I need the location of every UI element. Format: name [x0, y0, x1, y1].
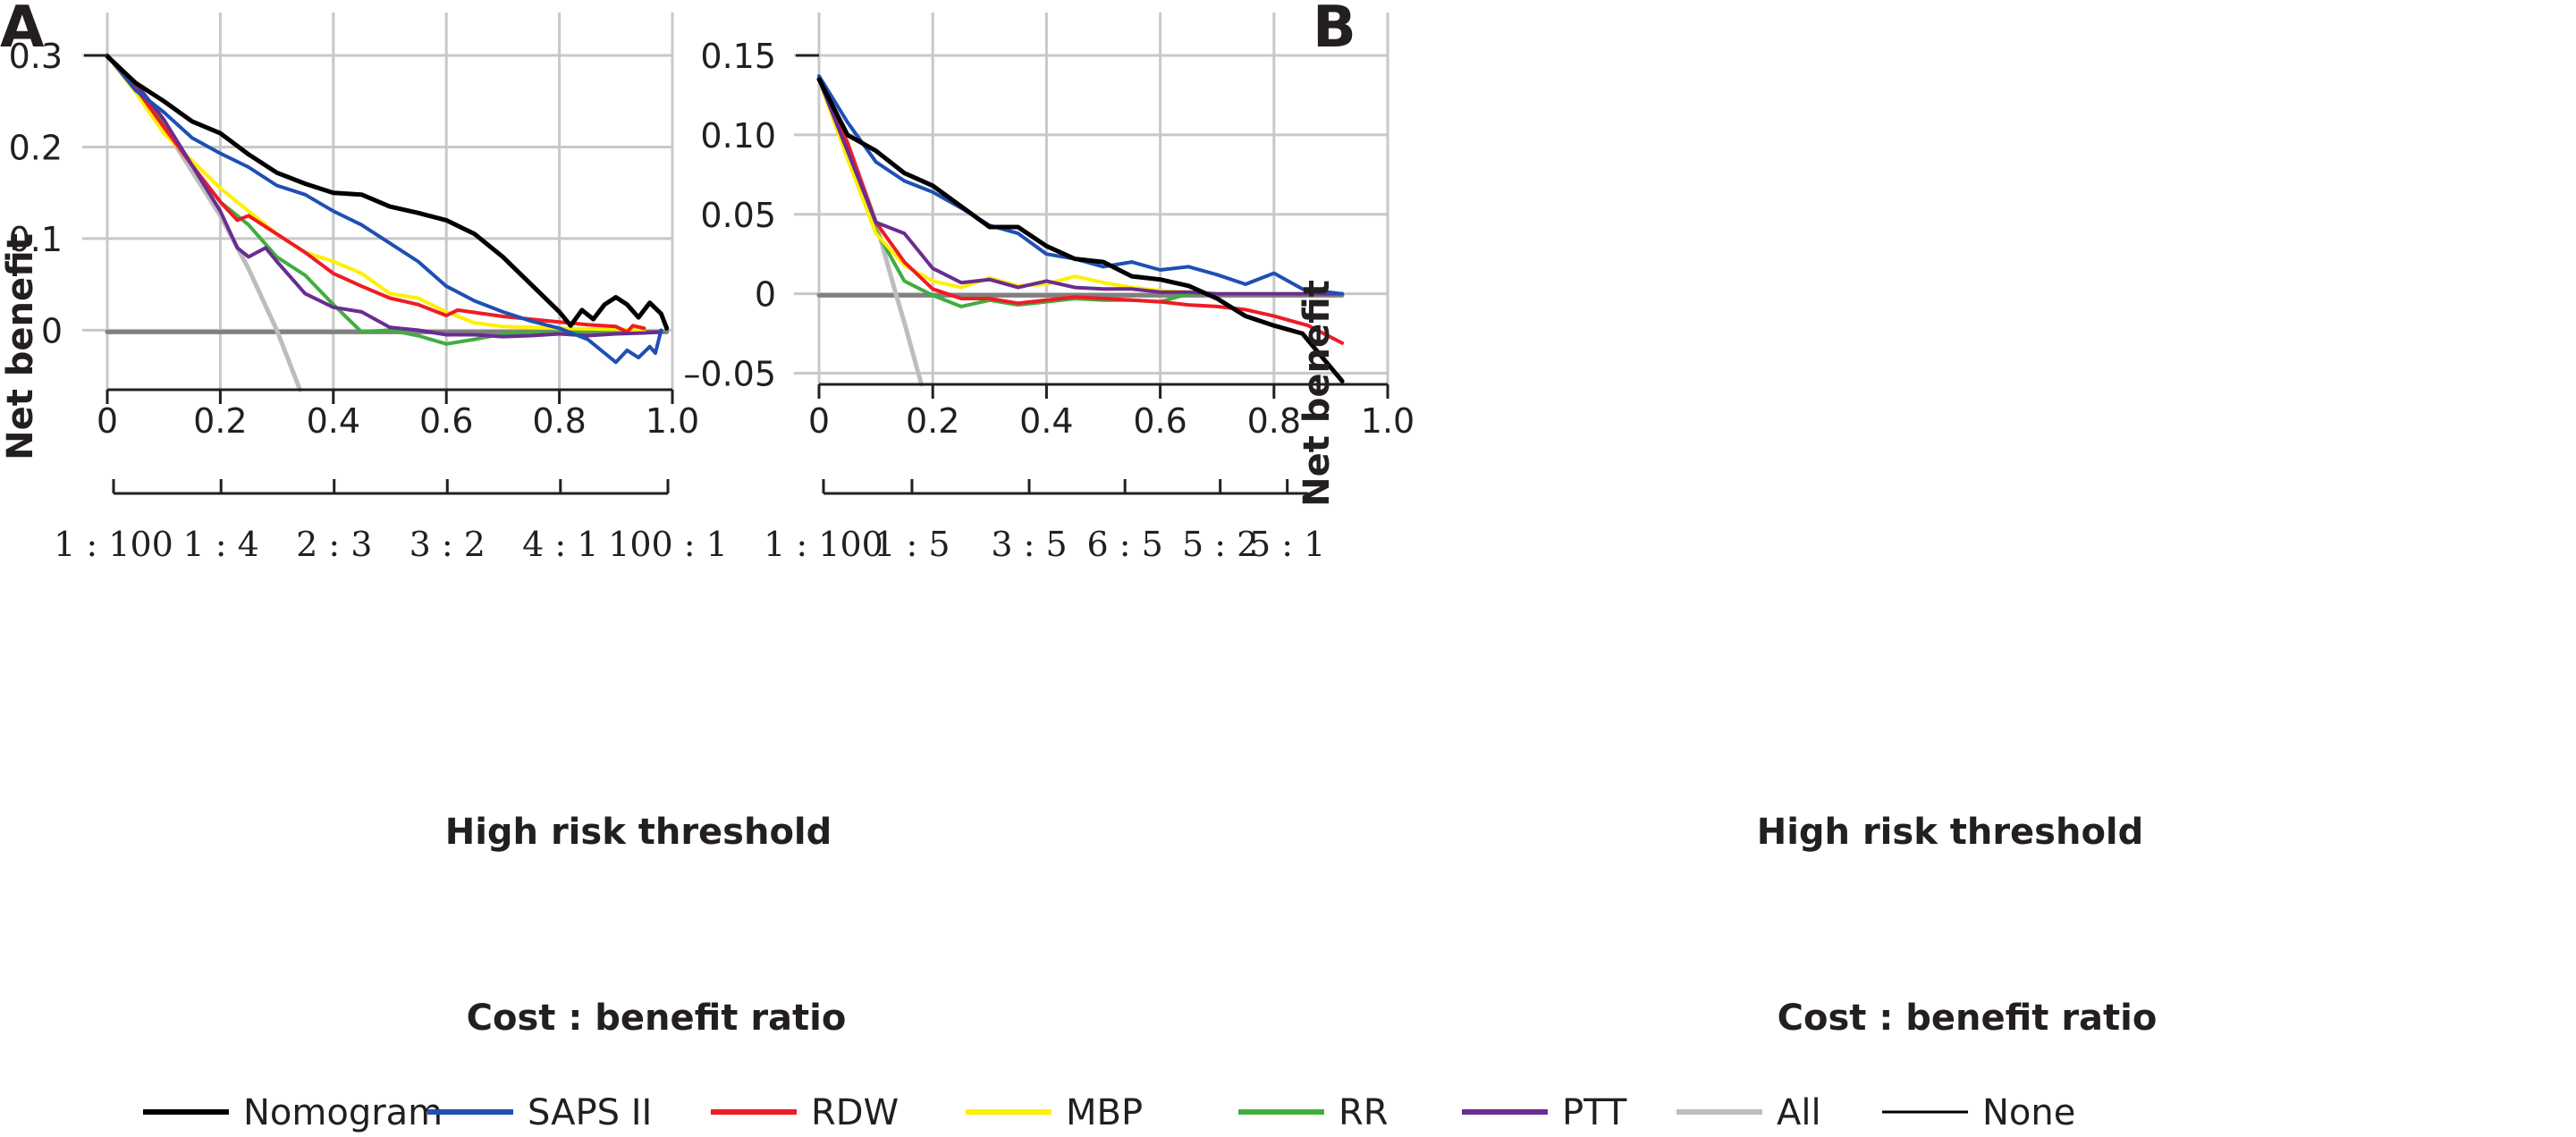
legend-label-ptt: PTT	[1562, 1092, 1627, 1133]
panel-b-y-tick-label: –0.05	[683, 355, 776, 394]
panel-b-y-tick-label: 0.15	[700, 37, 776, 76]
legend-label-rr: RR	[1339, 1092, 1389, 1133]
panel-a-ratio-tick-label: 4 : 1	[522, 525, 598, 564]
panel-b-y-tick-label: 0.10	[700, 116, 776, 156]
panel-b-ratio-axis-title: Cost : benefit ratio	[1778, 998, 2158, 1039]
panel-a-ratio-tick-label: 2 : 3	[296, 525, 372, 564]
panel-b-y-tick-label: 0	[755, 275, 776, 315]
panel-a-x-tick-label: 0	[97, 401, 118, 441]
panel-b-x-axis-title: High risk threshold	[1757, 812, 2144, 853]
legend-label-rdw: RDW	[811, 1092, 899, 1133]
panel-b-ratio-tick-label: 3 : 5	[991, 525, 1067, 564]
panel-b-ratio-tick-label: 6 : 5	[1087, 525, 1163, 564]
panel-b-ratio-tick-label: 1 : 5	[874, 525, 950, 564]
legend-label-mbp: MBP	[1066, 1092, 1143, 1133]
panel-b-letter: B	[1313, 0, 1356, 61]
panel-a-letter: A	[0, 0, 45, 61]
panel-a-x-tick-label: 0.4	[307, 401, 360, 441]
legend-label-all: All	[1777, 1092, 1821, 1133]
panel-a-y-tick-label: 0.2	[9, 128, 63, 167]
panel-b-ratio-tick-label: 5 : 1	[1249, 525, 1325, 564]
panel-a-series-all	[105, 53, 302, 392]
panel-a-y-tick-label: 0	[41, 311, 63, 350]
panel-a-x-axis-title: High risk threshold	[445, 812, 832, 853]
panel-a-ratio-axis-title: Cost : benefit ratio	[467, 998, 847, 1039]
panel-a-series-rdw	[106, 54, 646, 334]
panel-a-series-saps-ii	[106, 54, 663, 365]
panel-b-x-tick-label: 0.6	[1133, 401, 1187, 441]
panel-a-series-nomogram	[105, 54, 670, 331]
panel-b-x-tick-label: 0.4	[1019, 401, 1073, 441]
panel-b-x-tick-label: 1.0	[1361, 401, 1415, 441]
panel-a-series-mbp	[106, 54, 646, 333]
panel-b-y-axis-title: Net benefit	[1296, 280, 1338, 507]
panel-a-y-axis-title: Net benefit	[0, 233, 41, 460]
panel-a-ratio-tick-label: 3 : 2	[410, 525, 486, 564]
panel-b-ratio-tick-label: 5 : 2	[1182, 525, 1258, 564]
legend-label-nomogram: Nomogram	[243, 1092, 443, 1133]
panel-a-y-tick-label: 0.1	[9, 220, 63, 259]
panel-a-x-tick-label: 0.2	[193, 401, 247, 441]
panel-b-ratio-tick-label: 1 : 100	[764, 525, 883, 564]
panel-a-x-tick-label: 1.0	[646, 401, 699, 441]
panel-b-series-ptt	[817, 77, 1345, 296]
panel-b-series-nomogram	[816, 77, 1345, 383]
panel-a-x-tick-label: 0.8	[532, 401, 586, 441]
panel-a-x-tick-label: 0.6	[419, 401, 473, 441]
panel-a-ratio-tick-label: 1 : 100	[54, 525, 173, 564]
panel-b-x-tick-label: 0	[808, 401, 830, 441]
panel-b-chart: B –0.05 0 0.05 0.10 0.15 0 0.2 0.4 0.6 0.8 1.0 Ne…	[683, 0, 2157, 1039]
chart-legend: Nomogram SAPS II RDW MBP RR PTT All None	[143, 1092, 2075, 1133]
panel-b-series-rdw	[817, 77, 1345, 345]
panel-b-x-tick-label: 0.2	[906, 401, 959, 441]
panel-b-x-tick-label: 0.8	[1247, 401, 1301, 441]
panel-a-y-tick-label: 0.3	[9, 37, 63, 76]
panel-b-y-tick-label: 0.05	[700, 196, 776, 235]
panel-a-ratio-tick-label: 1 : 4	[183, 525, 259, 564]
panel-a-ratio-tick-label: 100 : 1	[608, 525, 728, 564]
legend-label-none: None	[1982, 1092, 2075, 1133]
panel-b-series-rr	[817, 77, 1345, 308]
panel-a-series-ptt	[106, 54, 663, 339]
legend-label-saps-ii: SAPS II	[528, 1092, 652, 1133]
panel-a-chart: A 0 0.1 0.2 0.3 0 0.2 0.4 0.6 0.8 1.0 Net benefi…	[0, 0, 846, 1039]
